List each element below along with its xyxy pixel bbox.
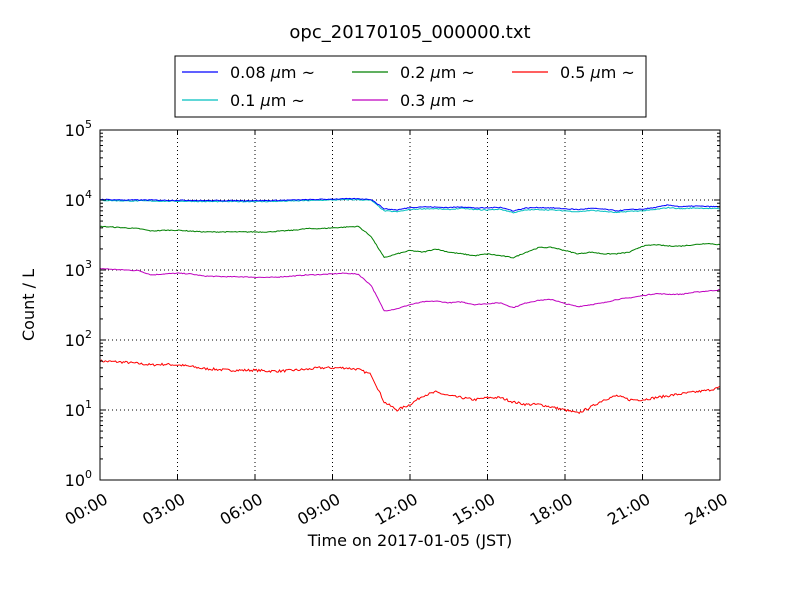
legend-label: 0.08 μm ~ [230, 63, 315, 82]
grid-lines [100, 130, 720, 480]
x-tick-label: 15:00 [449, 489, 498, 529]
x-tick-label: 09:00 [294, 489, 343, 529]
y-tick-label: 105 [65, 118, 92, 140]
chart-title: opc_20170105_000000.txt [289, 22, 530, 43]
series-line-2 [100, 225, 721, 259]
series-line-3 [99, 267, 721, 312]
y-axis-label: Count / L [19, 269, 38, 341]
x-tick-label: 24:00 [682, 489, 731, 529]
x-tick-label: 03:00 [139, 489, 188, 529]
legend-label: 0.5 μm ~ [560, 63, 635, 82]
y-tick-label: 103 [65, 258, 92, 280]
x-tick-label: 18:00 [527, 489, 576, 529]
y-tick-label: 101 [65, 398, 92, 420]
series-line-1 [99, 198, 721, 214]
legend: 0.08 μm ~ 0.1 μm ~ 0.2 μm ~ 0.3 μm ~ 0.5 μm … [174, 55, 647, 118]
series-line-4 [99, 359, 721, 415]
series-layer [99, 197, 721, 415]
y-tick-label: 102 [65, 328, 92, 350]
x-tick-label: 21:00 [604, 489, 653, 529]
y-tick-label: 104 [65, 188, 92, 210]
x-axis-label: Time on 2017-01-05 (JST) [307, 531, 512, 550]
legend-label: 0.3 μm ~ [400, 91, 475, 110]
legend-frame [174, 55, 647, 118]
y-axis: 100 101 102 103 104 105 [65, 118, 720, 490]
x-tick-label: 06:00 [217, 489, 266, 529]
series-line-0 [99, 197, 721, 212]
y-tick-label: 100 [65, 468, 92, 490]
x-tick-label: 12:00 [372, 489, 421, 529]
x-axis: 00:00 03:00 06:00 09:00 12:00 15:00 18:00 21:00… [62, 130, 731, 529]
legend-label: 0.2 μm ~ [400, 63, 475, 82]
legend-label: 0.1 μm ~ [230, 91, 305, 110]
x-tick-label: 00:00 [62, 489, 111, 529]
